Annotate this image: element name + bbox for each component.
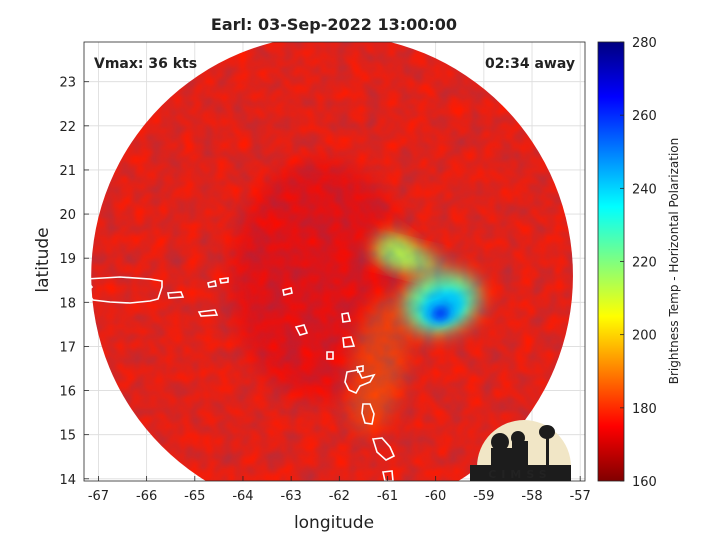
y-tick-label: 14 [59, 473, 76, 488]
colorbar-tick-label: 220 [632, 256, 657, 271]
coast-martinique [371, 437, 396, 461]
y-tick-label: 23 [59, 76, 76, 91]
y-tick-label: 21 [59, 164, 76, 179]
axes-frame [83, 41, 586, 482]
swath-group [91, 42, 573, 481]
y-tick-label: 16 [59, 385, 76, 400]
x-tick-label: -64 [232, 489, 253, 504]
logo-building [491, 441, 528, 465]
y-tick-label: 22 [59, 120, 76, 135]
logo-tower [546, 437, 549, 465]
colorbar-label: Brightness Temp - Horizontal Polarizatio… [667, 138, 681, 385]
x-tick-label: -65 [184, 489, 205, 504]
colorbar-tick-label: 200 [632, 329, 657, 344]
coast-island [326, 351, 334, 360]
swath-texture [91, 42, 573, 481]
x-tick-label: -59 [473, 489, 494, 504]
logo-tower-tank [539, 425, 555, 439]
colorbar-tick-label: 180 [632, 402, 657, 417]
coast-island [197, 309, 219, 317]
logo-ground [470, 465, 571, 481]
coastlines [84, 276, 396, 481]
coast-island [294, 324, 309, 336]
chart-title: Earl: 03-Sep-2022 13:00:00 [211, 15, 457, 34]
y-tick-label: 20 [59, 208, 76, 223]
y-tick-label: 15 [59, 429, 76, 444]
x-tick-label: -57 [570, 489, 591, 504]
x-tick-label: -60 [425, 489, 446, 504]
coast-island [342, 336, 356, 348]
coast-island [219, 277, 229, 284]
colorbar-tick-label: 280 [632, 36, 657, 51]
logo-dish [511, 431, 525, 445]
y-axis-label: latitude [33, 227, 53, 292]
y-tick-label: 19 [59, 252, 76, 267]
x-tick-label: -63 [281, 489, 302, 504]
x-tick-label: -62 [329, 489, 350, 504]
logo-dish [491, 433, 509, 451]
colorbar-tick-label: 260 [632, 109, 657, 124]
coast-dominica [361, 403, 375, 425]
coast-island [382, 470, 394, 481]
coast-guadeloupe [344, 369, 376, 395]
coast-island [282, 287, 293, 296]
coast-puerto-rico [84, 276, 163, 304]
coast-island [356, 365, 364, 373]
cimss-logo: CIMSS [470, 420, 571, 481]
distance-annotation: 02:34 away [485, 56, 575, 72]
x-ticks: -67 -66 -65 -64 -63 -62 -61 -60 -59 -58 -57 [88, 476, 591, 504]
y-ticks: 14 15 16 17 18 19 20 21 22 23 [59, 76, 89, 488]
colorbar-ticks: 160 180 200 220 240 260 280 [620, 36, 657, 490]
y-tick-label: 18 [59, 296, 76, 311]
vmax-annotation: Vmax: 36 kts [94, 56, 197, 72]
colorbar-tick-label: 240 [632, 182, 657, 197]
x-tick-label: -61 [377, 489, 398, 504]
features-layer [91, 42, 573, 481]
coast-island [167, 291, 185, 299]
x-tick-label: -66 [136, 489, 157, 504]
coast-island [207, 279, 217, 288]
colorbar-tick-label: 160 [632, 475, 657, 490]
x-tick-label: -67 [88, 489, 109, 504]
coast-island [341, 312, 351, 323]
y-tick-label: 17 [59, 340, 76, 355]
x-axis-label: longitude [294, 513, 374, 533]
logo-text: CIMSS [488, 468, 551, 481]
x-tick-label: -58 [521, 489, 542, 504]
